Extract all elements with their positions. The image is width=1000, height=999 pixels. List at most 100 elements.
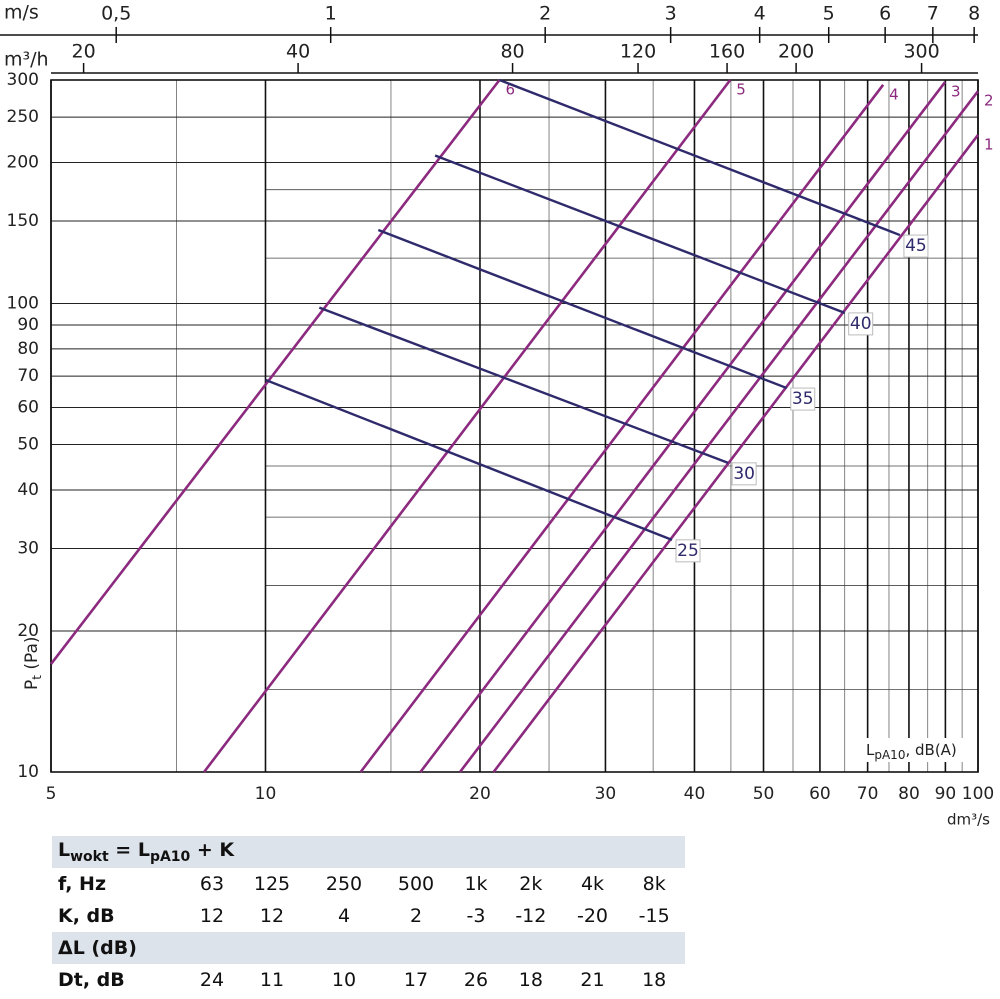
sound-axis-label-part: pA10 <box>874 748 905 762</box>
row-label: f, Hz <box>58 873 107 895</box>
curve-label: 2 <box>984 92 994 110</box>
sound-label: 35 <box>792 389 814 409</box>
curve-label: 1 <box>984 135 994 153</box>
table-cell: -20 <box>576 905 609 927</box>
top-axis-label: m³/h <box>4 49 49 71</box>
y-tick-label: 200 <box>7 152 39 172</box>
y-label-part: (Pa) <box>22 636 42 675</box>
row-label: K, dB <box>58 905 115 927</box>
y-tick-label: 40 <box>17 480 39 500</box>
table-cell: 10 <box>331 969 357 991</box>
sound-label-bg <box>862 738 967 762</box>
table-cell: 24 <box>199 969 225 991</box>
x-axis-label: dm³/s <box>947 811 990 829</box>
curve-label: 3 <box>951 83 961 101</box>
table-cell: 21 <box>580 969 605 991</box>
top-tick-label: 6 <box>879 3 891 25</box>
curve <box>359 84 885 773</box>
section-row: ΔL (dB) <box>52 932 685 964</box>
sound-label-box <box>731 462 757 486</box>
table-cell: 4k <box>580 873 605 895</box>
table-cell: 4 <box>337 905 351 927</box>
top-tick-label: 80 <box>500 41 524 63</box>
x-tick-label: 50 <box>753 784 775 804</box>
table-cell: 500 <box>397 873 435 895</box>
y-tick-label: 250 <box>7 107 39 127</box>
formula-part: = L <box>108 839 150 862</box>
band-cell: Lwokt = LpA10 + K <box>52 836 685 868</box>
top-tick-label: 300 <box>903 41 939 63</box>
y-tick-label: 30 <box>17 538 39 558</box>
top-tick-label: 20 <box>72 41 96 63</box>
table-row: f, Hz 63 125 250 500 1k 2k 4k 8k <box>52 868 685 900</box>
x-tick-label: 70 <box>857 784 879 804</box>
table-cell: 12 <box>259 905 285 927</box>
sound-label-box <box>848 312 874 336</box>
top-tick-label: 120 <box>620 41 656 63</box>
table-row: K, dB 12 12 4 2 -3 -12 -20 -15 <box>52 900 685 932</box>
table-cell: 1k <box>464 873 488 895</box>
sound-label: 45 <box>905 236 927 256</box>
sound-axis-label-part: L <box>866 741 875 759</box>
table-cell: 250 <box>325 873 363 895</box>
top-tick-label: 7 <box>927 3 939 25</box>
curve <box>492 134 980 773</box>
sound-axis-label: LpA10, dB(A) <box>866 741 957 762</box>
sound-axis-label-part: , dB(A) <box>905 741 956 759</box>
top-tick-label: 200 <box>778 41 814 63</box>
sound-label-box <box>903 234 929 258</box>
table-cell: 8k <box>642 873 666 895</box>
top-tick-label: 0,5 <box>101 3 131 25</box>
table-row: Dt, dB 24 11 10 17 26 18 21 18 <box>52 964 685 996</box>
top-tick-label: 5 <box>823 3 835 25</box>
table-cell: 12 <box>199 905 225 927</box>
y-tick-label: 300 <box>7 70 39 90</box>
top-axis-label: m/s <box>4 2 39 24</box>
sound-line <box>318 306 729 464</box>
x-tick-label: 60 <box>809 784 831 804</box>
table-cell: 2k <box>519 873 543 895</box>
y-label-part: P <box>22 680 42 690</box>
formula-row: Lwokt = LpA10 + K <box>52 836 685 868</box>
top-tick-label: 2 <box>539 3 551 25</box>
sound-line <box>265 378 673 541</box>
top-tick-label: 1 <box>325 3 337 25</box>
table-cell: 2 <box>409 905 423 927</box>
sound-line <box>377 228 788 390</box>
sound-line <box>499 78 901 237</box>
sound-label: 30 <box>733 464 755 484</box>
curve-label: 6 <box>505 81 515 99</box>
sound-line <box>434 154 846 315</box>
curve <box>419 81 947 773</box>
formula-part: L <box>58 839 71 862</box>
y-tick-label: 10 <box>17 762 39 782</box>
x-tick-label: 100 <box>962 784 994 804</box>
y-tick-label: 50 <box>17 435 39 455</box>
chart: m/s m³/h dm³/s Pt (Pa) 10 20 30 40 50 60 70 80 9… <box>0 2 994 829</box>
formula-part: wokt <box>70 848 109 865</box>
table-cell: 17 <box>403 969 429 991</box>
y-axis-label: Pt (Pa) <box>22 636 44 690</box>
x-tick-label: 30 <box>595 784 617 804</box>
top-tick-label: 160 <box>709 41 745 63</box>
table-cell: 125 <box>253 873 291 895</box>
top-tick-label: 4 <box>754 3 766 25</box>
table-cell: -12 <box>515 905 547 927</box>
plot-frame <box>50 79 979 773</box>
table-cell: 11 <box>259 969 285 991</box>
table-cell: 18 <box>518 969 543 991</box>
x-tick-label: 80 <box>898 784 920 804</box>
curve-label: 5 <box>736 81 746 99</box>
table-cell: -15 <box>638 905 670 927</box>
row-label: Dt, dB <box>58 969 125 991</box>
sound-label: 40 <box>850 314 872 334</box>
top-tick-label: 3 <box>665 3 677 25</box>
x-tick-label: 5 <box>46 784 57 804</box>
table-cell: 63 <box>199 873 225 895</box>
y-tick-label: 20 <box>17 621 39 641</box>
top-tick-label: 40 <box>286 41 310 63</box>
curve <box>458 90 980 773</box>
y-tick-label: 60 <box>17 397 39 417</box>
formula-part: pA10 <box>149 848 191 865</box>
